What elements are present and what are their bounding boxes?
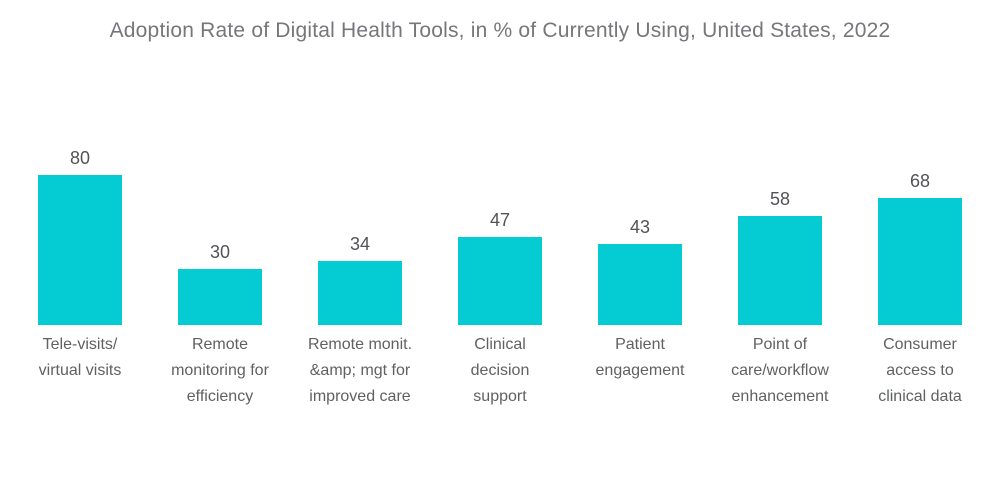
category-label: Patient engagement (595, 336, 685, 379)
bar-column: 47 (430, 209, 570, 325)
category-label: Clinical decision support (470, 336, 530, 405)
bar-value-label: 34 (349, 234, 371, 255)
bar-value-label: 80 (69, 148, 91, 168)
bar (878, 197, 962, 325)
bar-value-label: 43 (629, 217, 651, 238)
category-label: Point of care/workflow enhancement (731, 336, 829, 405)
category-label-cell: Clinical decision support (430, 332, 570, 410)
category-axis: Tele-visits/ virtual visits Remote monito… (0, 332, 1000, 410)
category-label: Consumer access to clinical data (878, 336, 962, 405)
category-label-cell: Point of care/workflow enhancement (710, 332, 850, 410)
category-label-cell: Tele-visits/ virtual visits (10, 332, 150, 384)
plot-area: 80 30 34 47 43 58 68 (10, 147, 990, 325)
bar-value-label: 30 (209, 241, 231, 262)
bar-column: 80 (10, 147, 150, 325)
category-label-cell: Remote monit. &amp; mgt for improved car… (290, 332, 430, 410)
bar-value-label: 68 (909, 170, 931, 191)
bar (38, 175, 122, 325)
bar (738, 216, 822, 325)
category-label: Tele-visits/ virtual visits (38, 336, 122, 379)
category-label: Remote monit. &amp; mgt for improved car… (307, 336, 413, 405)
bar-column: 30 (150, 241, 290, 325)
category-label-cell: Consumer access to clinical data (850, 332, 990, 410)
bar-column: 58 (710, 188, 850, 325)
bar (178, 268, 262, 325)
chart-title: Adoption Rate of Digital Health Tools, i… (109, 19, 891, 42)
bar (598, 244, 682, 325)
category-label-cell: Patient engagement (570, 332, 710, 384)
bar-column: 34 (290, 233, 430, 325)
bar (458, 236, 542, 325)
bar (318, 261, 402, 325)
bar-column: 43 (570, 216, 710, 325)
category-label: Remote monitoring for efficiency (171, 336, 269, 405)
category-label-cell: Remote monitoring for efficiency (150, 332, 290, 410)
bar-value-label: 47 (489, 209, 511, 230)
bar-value-label: 58 (769, 189, 791, 210)
bar-column: 68 (850, 170, 990, 325)
